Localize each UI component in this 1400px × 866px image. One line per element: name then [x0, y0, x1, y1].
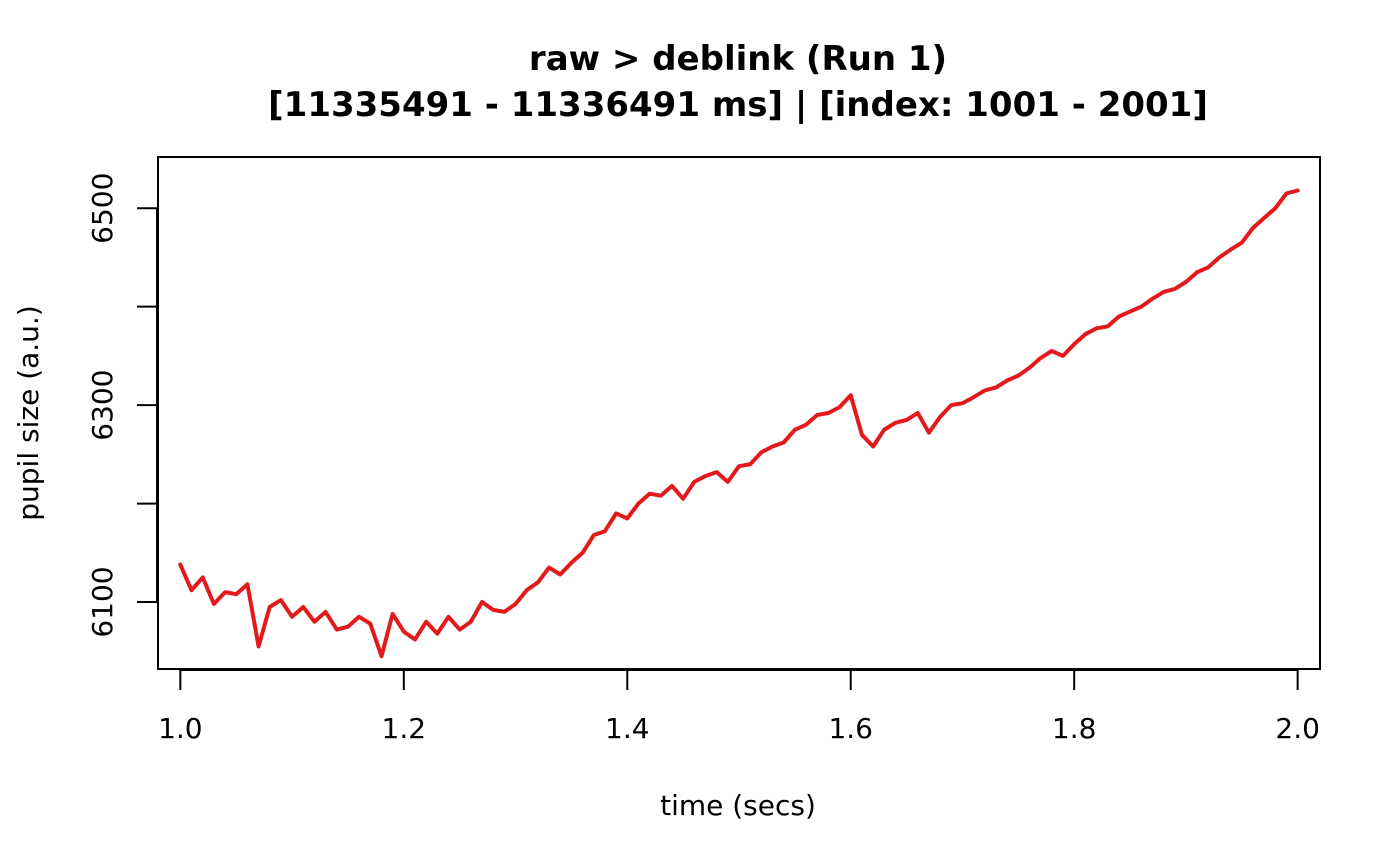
y-tick-label: 6300: [86, 369, 119, 440]
series-layer: [178, 188, 1300, 659]
y-tick-label: 6100: [86, 566, 119, 637]
x-tick-label: 1.0: [158, 712, 203, 745]
x-tick-label: 1.2: [382, 712, 427, 745]
x-axis: 1.0 1.2 1.4 1.6 1.8 2.0: [158, 669, 1320, 745]
y-axis: 6100 6300 6500: [86, 173, 158, 638]
plot-frame: [157, 156, 1321, 670]
x-tick-label: 1.4: [605, 712, 650, 745]
x-tick-label: 2.0: [1275, 712, 1320, 745]
y-tick-label: 6500: [86, 173, 119, 244]
x-tick-label: 1.6: [828, 712, 873, 745]
x-axis-label: time (secs): [660, 789, 816, 822]
x-tick-label: 1.8: [1052, 712, 1097, 745]
chart-title: raw > deblink (Run 1): [529, 39, 947, 79]
y-axis-label: pupil size (a.u.): [12, 305, 45, 521]
series-line-0: [178, 188, 1300, 659]
chart-subtitle: [11335491 - 11336491 ms] | [index: 1001 …: [268, 85, 1208, 125]
